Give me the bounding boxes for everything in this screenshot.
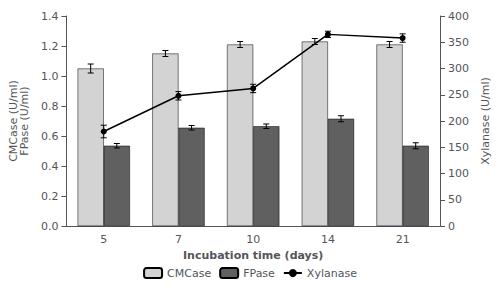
svg-text:350: 350 [448,36,469,49]
svg-text:0.0: 0.0 [41,220,59,233]
svg-text:Incubation time (days): Incubation time (days) [183,249,323,262]
svg-text:200: 200 [448,115,469,128]
svg-text:21: 21 [396,233,410,246]
svg-text:50: 50 [448,193,462,206]
svg-text:1.0: 1.0 [41,70,59,83]
svg-text:10: 10 [246,233,260,246]
svg-text:0.4: 0.4 [41,160,59,173]
svg-text:300: 300 [448,62,469,75]
svg-text:150: 150 [448,141,469,154]
svg-text:0.2: 0.2 [41,190,59,203]
svg-text:1.4: 1.4 [41,10,59,23]
svg-text:0.8: 0.8 [41,100,59,113]
svg-text:FPase: FPase [243,267,275,280]
svg-text:7: 7 [175,233,182,246]
svg-text:CMCase (U/ml): CMCase (U/ml) [7,80,20,162]
svg-text:Xylanase: Xylanase [307,267,357,280]
svg-text:250: 250 [448,88,469,101]
svg-text:0: 0 [448,220,455,233]
svg-text:FPase (U/ml): FPase (U/ml) [18,86,31,155]
svg-text:5: 5 [100,233,107,246]
svg-text:0.6: 0.6 [41,130,59,143]
svg-text:1.2: 1.2 [41,40,59,53]
svg-text:400: 400 [448,10,469,23]
svg-text:CMCase: CMCase [167,267,211,280]
svg-text:100: 100 [448,167,469,180]
svg-text:Xylanase (U/ml): Xylanase (U/ml) [479,77,492,165]
svg-text:14: 14 [321,233,335,246]
